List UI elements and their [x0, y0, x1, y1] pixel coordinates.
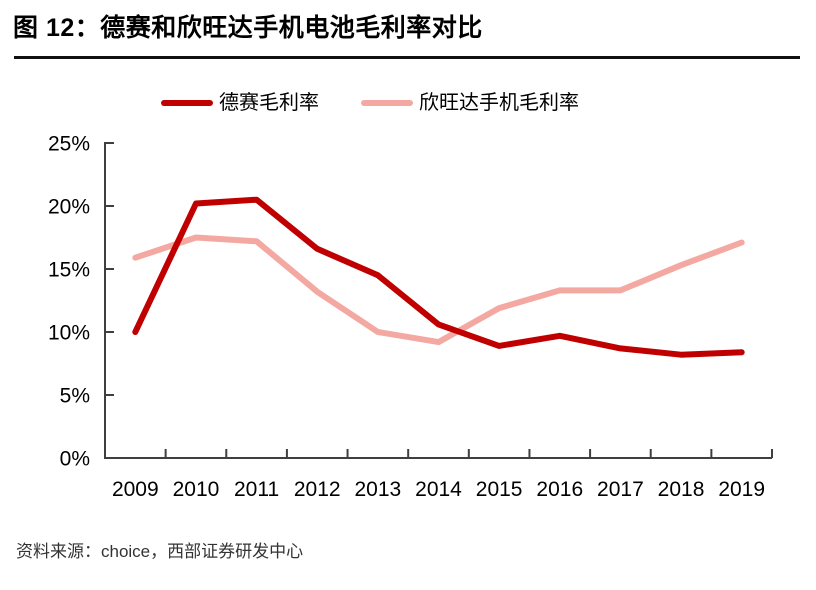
y-tick-label: 5%	[60, 385, 90, 408]
x-tick-label: 2017	[597, 478, 644, 501]
legend: 德赛毛利率 欣旺达手机毛利率	[161, 91, 579, 115]
desay-line-swatch	[161, 100, 213, 106]
x-tick-label: 2010	[173, 478, 220, 501]
y-tick-label: 25%	[48, 133, 90, 156]
desay-line	[132, 196, 745, 358]
sunwoda-line	[132, 234, 745, 346]
sunwoda-legend-label: 欣旺达手机毛利率	[419, 92, 579, 114]
x-tick-label: 2011	[234, 478, 279, 501]
x-tick-label: 2014	[415, 478, 462, 501]
y-tick-label: 10%	[48, 322, 90, 345]
legend-item-desay: 德赛毛利率	[161, 91, 319, 115]
x-tick-label: 2016	[536, 478, 583, 501]
x-tick-label: 2012	[294, 478, 341, 501]
x-tick-label: 2015	[476, 478, 523, 501]
y-tick-label: 0%	[60, 448, 90, 471]
x-tick-label: 2009	[112, 478, 159, 501]
y-tick-label: 15%	[48, 259, 90, 282]
x-tick-label: 2018	[658, 478, 705, 501]
figure-title: 图 12：德赛和欣旺达手机电池毛利率对比	[13, 14, 483, 42]
source-note: 资料来源：choice，西部证券研发中心	[16, 542, 304, 561]
x-tick-label: 2019	[718, 478, 765, 501]
sunwoda-line-swatch	[361, 100, 413, 106]
x-tick-label: 2013	[355, 478, 402, 501]
title-divider	[14, 56, 800, 59]
desay-legend-label: 德赛毛利率	[219, 92, 319, 114]
legend-item-sunwoda: 欣旺达手机毛利率	[361, 91, 579, 115]
y-tick-label: 20%	[48, 196, 90, 219]
